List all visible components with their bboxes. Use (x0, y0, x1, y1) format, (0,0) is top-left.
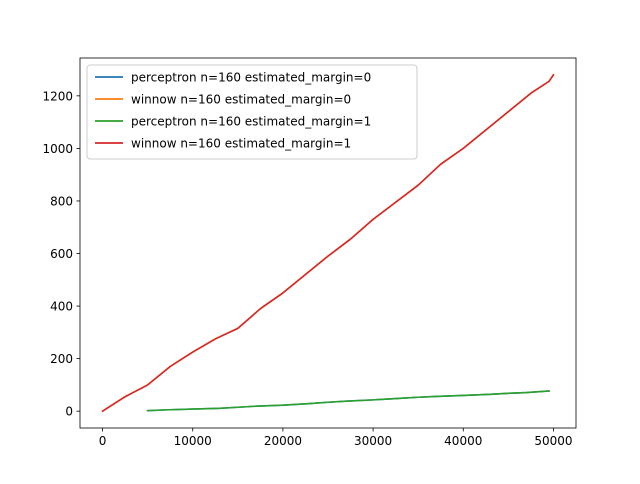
axes-layer: 0 10000 20000 30000 40000 50000 0 200 400 600 800 1… (42, 57, 577, 448)
axes-frame (79, 57, 577, 429)
x-tick-label-4: 40000 (444, 434, 482, 448)
y-tick-label-4: 800 (50, 194, 73, 208)
series-line-2 (146, 390, 550, 412)
series-line-3 (101, 73, 555, 413)
legend: perceptron n=160 estimated_margin=0winno… (86, 64, 418, 160)
legend-box (86, 64, 418, 160)
x-tick-label-1: 10000 (174, 434, 212, 448)
y-tick-label-1: 200 (50, 352, 73, 366)
legend-label-3: winnow n=160 estimated_margin=1 (131, 137, 351, 151)
y-tick-label-6: 1200 (42, 89, 73, 103)
series-layer (101, 73, 555, 413)
x-tick-label-0: 0 (99, 434, 107, 448)
x-tick-label-3: 30000 (354, 434, 392, 448)
legend-label-2: perceptron n=160 estimated_margin=1 (131, 115, 371, 129)
y-tick-label-0: 0 (65, 405, 73, 419)
y-tick-label-3: 600 (50, 247, 73, 261)
y-tick-label-5: 1000 (42, 142, 73, 156)
y-tick-label-2: 400 (50, 300, 73, 314)
x-tick-label-2: 20000 (264, 434, 302, 448)
legend-label-1: winnow n=160 estimated_margin=0 (131, 93, 351, 107)
legend-label-0: perceptron n=160 estimated_margin=0 (131, 71, 371, 85)
x-tick-label-5: 50000 (534, 434, 572, 448)
